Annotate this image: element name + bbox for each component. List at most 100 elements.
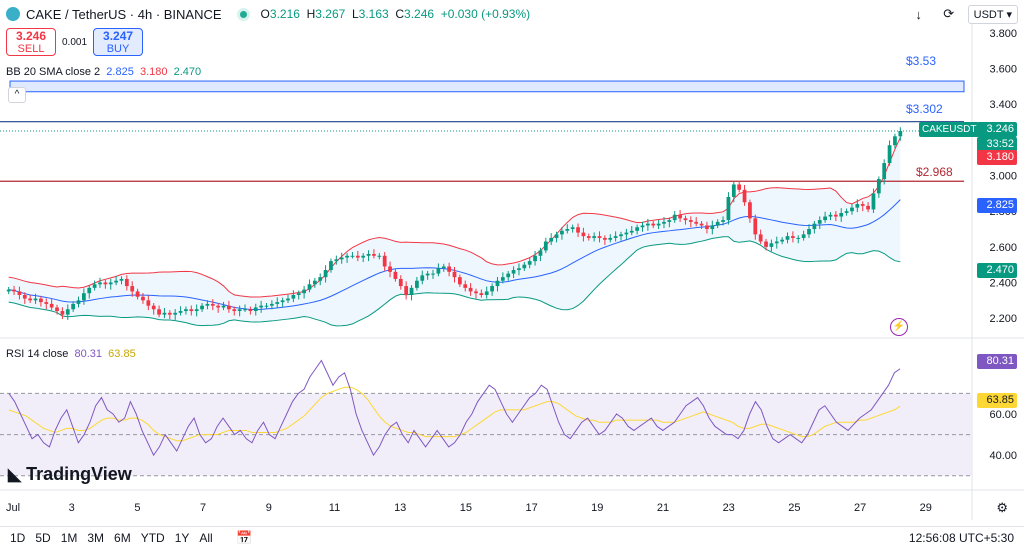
candle [409, 287, 414, 295]
candle [415, 280, 419, 288]
candle [65, 309, 70, 315]
candle [441, 266, 446, 269]
gear-icon[interactable]: ⚙ [996, 500, 1008, 515]
candle [484, 291, 489, 295]
candle [264, 305, 269, 307]
rsi-line [8, 359, 901, 457]
candle [334, 259, 339, 262]
candle [468, 287, 473, 292]
candle [474, 291, 478, 294]
currency-select[interactable]: USDT ▾ [967, 4, 1018, 24]
time-tick-label: 21 [657, 502, 669, 514]
top-right-toolbar: ↓ ⟳ USDT ▾ [908, 4, 1018, 24]
candle [259, 305, 264, 308]
candle [796, 237, 801, 239]
candle [694, 221, 699, 224]
candle [828, 214, 833, 217]
buy-button[interactable]: 3.247 BUY [93, 28, 144, 56]
candle [280, 300, 285, 303]
range-button[interactable]: 1D [10, 531, 26, 545]
candle [98, 282, 102, 285]
candle [339, 257, 344, 260]
candle [119, 278, 124, 281]
price-tick-label: 3.800 [989, 28, 1017, 40]
candle [361, 255, 366, 258]
last-price-label: 3.246 [977, 122, 1017, 137]
time-tick-label: 13 [394, 502, 406, 514]
candle [683, 218, 688, 221]
candle [812, 223, 817, 230]
candle [146, 300, 151, 306]
candle [291, 294, 296, 299]
candle [210, 303, 215, 306]
price-tick-label: 3.600 [989, 64, 1017, 76]
clock-display[interactable]: 12:56:08 UTC+5:30 [908, 531, 1014, 545]
time-tick-label: 5 [134, 502, 140, 514]
buy-label: BUY [106, 43, 130, 55]
currency-label: USDT [973, 8, 1004, 21]
range-button[interactable]: YTD [140, 531, 165, 545]
candle [366, 253, 371, 256]
tradingview-logo: ◣ TradingView [8, 464, 132, 485]
candle [17, 291, 22, 295]
candle [710, 225, 715, 230]
tradingview-logo-icon: ◣ [8, 464, 22, 484]
candle [372, 253, 376, 256]
candle [603, 237, 607, 240]
sell-button[interactable]: 3.246 SELL [6, 28, 56, 56]
candle [748, 202, 752, 219]
range-button[interactable]: 5D [35, 531, 51, 545]
candle [527, 261, 532, 265]
level-low-label[interactable]: $2.968 [916, 165, 953, 179]
range-button[interactable]: 1M [60, 531, 78, 545]
rsi-ma-line [8, 386, 901, 442]
candle [801, 234, 806, 238]
time-tick-label: 11 [329, 502, 340, 514]
candle [55, 307, 59, 312]
candle [12, 289, 16, 292]
candle [645, 223, 650, 226]
fullscreen-icon[interactable]: ⟳ [943, 6, 955, 21]
bb-legend[interactable]: BB 20 SMA close 2 2.825 3.180 2.470 [6, 66, 201, 78]
zone-price-label[interactable]: $3.53 [906, 54, 937, 68]
candle [517, 268, 521, 271]
candle [887, 145, 892, 164]
range-button[interactable]: 6M [114, 531, 131, 545]
collapse-legend-button[interactable]: ^ [8, 87, 26, 103]
price-tick-label: 2.600 [989, 242, 1017, 254]
download-icon[interactable]: ↓ [915, 6, 922, 22]
sell-price: 3.246 [15, 29, 47, 43]
rsi-ma-legend-value: 63.85 [108, 348, 136, 360]
candle [302, 289, 306, 294]
candle [785, 236, 790, 240]
candle [243, 309, 247, 311]
countdown-label: 33:52 [977, 137, 1017, 152]
candle [560, 230, 564, 235]
candle [388, 266, 392, 272]
candle [173, 312, 178, 315]
range-button[interactable]: 1Y [174, 531, 190, 545]
range-button[interactable]: 3M [87, 531, 105, 545]
candle [350, 255, 355, 257]
candle [844, 211, 849, 213]
level-high-label[interactable]: $3.302 [906, 102, 943, 116]
candle [705, 225, 709, 230]
candle [329, 261, 333, 271]
buy-price: 3.247 [103, 29, 134, 43]
range-button[interactable]: All [199, 531, 213, 545]
candle [114, 280, 118, 283]
symbol-title[interactable]: CAKE / TetherUS · 4h · BINANCE [26, 6, 222, 22]
candle [130, 286, 135, 292]
candle [667, 220, 672, 222]
lightning-icon[interactable]: ⚡ [890, 318, 908, 336]
rsi-legend[interactable]: RSI 14 close 80.31 63.85 [6, 348, 136, 360]
candle [893, 136, 897, 146]
candle [232, 309, 237, 312]
candle [167, 312, 172, 315]
candle [764, 241, 768, 247]
calendar-icon[interactable]: 📅 [236, 530, 253, 545]
candle [715, 221, 720, 226]
open-label: O [260, 7, 270, 21]
candle [758, 234, 763, 242]
